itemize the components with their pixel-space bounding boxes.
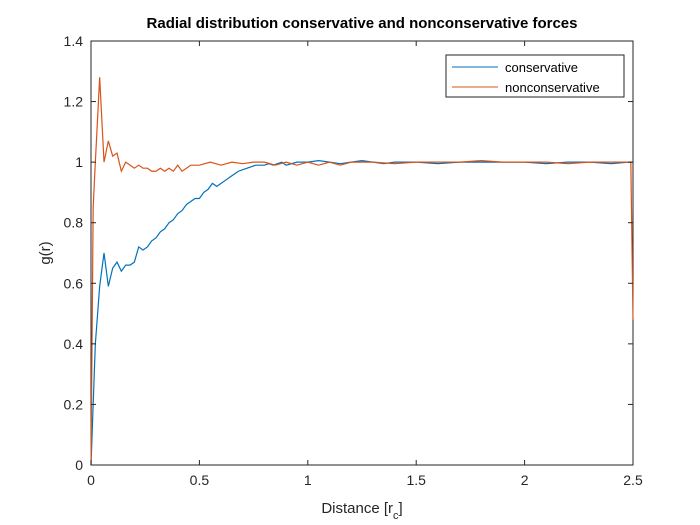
y-tick-label: 1 (75, 154, 83, 170)
y-tick-label: 0.8 (64, 215, 84, 231)
x-tick-label: 1.5 (406, 472, 426, 488)
y-tick-label: 0 (75, 457, 83, 473)
legend: conservative nonconservative (445, 54, 625, 98)
legend-label-nonconservative: nonconservative (505, 80, 600, 95)
axes-box (90, 40, 634, 466)
x-tick-label: 2 (521, 472, 529, 488)
series-layer (90, 77, 634, 466)
y-tick-label: 0.6 (64, 275, 84, 291)
x-tick-label: 0.5 (190, 472, 210, 488)
x-tick-label: 2.5 (623, 472, 643, 488)
y-tick-label: 0.4 (64, 336, 84, 352)
series-line-nonconservative (90, 77, 634, 466)
y-tick-label: 1.2 (64, 94, 84, 110)
x-axis-label-main: Distance [r (321, 500, 393, 517)
y-axis-label: g(r) (37, 241, 54, 264)
chart-title: Radial distribution conservative and non… (147, 15, 578, 32)
x-axis-label: Distance [rc] (321, 500, 402, 522)
y-tick-label: 0.2 (64, 396, 84, 412)
x-axis-label-subscript: c (393, 510, 399, 522)
ticks-layer: 0 0.5 1 1.5 2 2.5 0 0.2 0.4 0.6 0.8 1 1.2 1.4 (64, 33, 643, 488)
y-tick-label: 1.4 (64, 33, 84, 49)
legend-box (445, 54, 625, 98)
plot-area: 0 0.5 1 1.5 2 2.5 0 0.2 0.4 0.6 0.8 1 1.2 1.4 (64, 33, 643, 488)
x-tick-label: 1 (304, 472, 312, 488)
x-axis-label-suffix: ] (399, 500, 403, 517)
x-tick-label: 0 (87, 472, 95, 488)
legend-label-conservative: conservative (505, 60, 578, 75)
